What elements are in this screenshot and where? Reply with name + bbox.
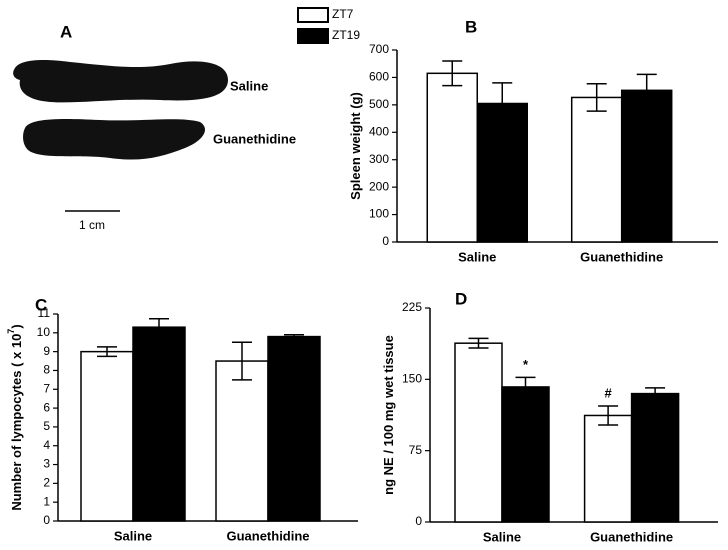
legend-swatch bbox=[297, 28, 329, 44]
panel-label: C bbox=[35, 295, 47, 314]
y-tick-label: 10 bbox=[37, 325, 51, 339]
y-tick-label: 200 bbox=[369, 179, 389, 193]
error-bar bbox=[515, 376, 536, 398]
bar bbox=[426, 72, 478, 243]
legend-swatch bbox=[297, 7, 329, 23]
y-tick-label: 75 bbox=[409, 443, 423, 457]
y-axis-title-text: Number of lympocytes ( x 10 bbox=[9, 334, 24, 511]
error-bar bbox=[284, 333, 304, 340]
y-axis-title-sup: 7 bbox=[6, 329, 16, 334]
y-axis-title: Number of lympocytes ( x 107) bbox=[6, 324, 24, 510]
error-bar bbox=[586, 82, 607, 112]
y-tick-label: 5 bbox=[43, 419, 50, 433]
panel-label: A bbox=[60, 22, 72, 41]
y-tick-label: 2 bbox=[43, 476, 50, 490]
error-bar bbox=[598, 405, 619, 426]
photo-label: Saline bbox=[230, 78, 268, 93]
panel-a: A Saline Guanethidine 1 cm bbox=[13, 22, 296, 232]
x-tick-label: Saline bbox=[114, 528, 152, 543]
bar bbox=[267, 335, 321, 522]
y-tick-label: 700 bbox=[369, 42, 389, 56]
error-bar bbox=[149, 317, 169, 337]
annotation: # bbox=[604, 385, 612, 400]
bar bbox=[501, 386, 550, 523]
bar bbox=[570, 96, 623, 243]
y-tick-label: 500 bbox=[369, 97, 389, 111]
x-tick-label: Saline bbox=[458, 249, 496, 264]
bar bbox=[132, 326, 186, 522]
y-tick-label: 6 bbox=[43, 400, 50, 414]
y-tick-label: 400 bbox=[369, 124, 389, 138]
y-tick-label: 300 bbox=[369, 152, 389, 166]
y-tick-label: 0 bbox=[382, 234, 389, 248]
x-tick-label: Guanethidine bbox=[590, 529, 673, 544]
y-tick-label: 0 bbox=[415, 514, 422, 528]
legend-label: ZT7 bbox=[332, 7, 354, 21]
y-axis-title-text: Spleen weight (g) bbox=[348, 92, 363, 200]
bar bbox=[80, 350, 134, 522]
y-tick-label: 11 bbox=[38, 306, 51, 320]
spleen bbox=[23, 118, 206, 160]
y-tick-label: 8 bbox=[43, 363, 50, 377]
scale-label: 1 cm bbox=[79, 218, 105, 232]
y-tick-label: 100 bbox=[369, 207, 389, 221]
photo-label: Guanethidine bbox=[213, 131, 296, 146]
y-tick-label: 9 bbox=[43, 344, 50, 358]
bar bbox=[215, 360, 269, 522]
y-tick-label: 3 bbox=[43, 457, 50, 471]
error-bar bbox=[636, 73, 657, 107]
x-tick-label: Saline bbox=[483, 529, 521, 544]
bar bbox=[583, 414, 633, 523]
spleen bbox=[13, 60, 228, 103]
y-axis-title-text: ng NE / 100 mg wet tissue bbox=[381, 335, 396, 495]
bar bbox=[620, 89, 673, 243]
y-tick-label: 1 bbox=[43, 494, 50, 508]
x-tick-label: Guanethidine bbox=[226, 528, 309, 543]
x-tick-label: Guanethidine bbox=[580, 249, 663, 264]
y-axis-title: Spleen weight (g) bbox=[348, 92, 363, 200]
y-tick-label: 7 bbox=[43, 381, 50, 395]
y-tick-label: 225 bbox=[402, 300, 422, 314]
panel-label: D bbox=[455, 289, 467, 308]
panel-label: B bbox=[465, 17, 477, 36]
error-bar bbox=[232, 341, 252, 381]
y-tick-label: 150 bbox=[402, 372, 422, 386]
legend: ZT7 ZT19 bbox=[297, 7, 360, 44]
y-axis-title-end: ) bbox=[9, 324, 24, 328]
error-bar bbox=[645, 387, 666, 401]
y-tick-label: 0 bbox=[43, 513, 50, 527]
error-bar bbox=[97, 346, 117, 358]
error-bar bbox=[468, 337, 489, 349]
bar bbox=[630, 392, 680, 523]
bar bbox=[476, 102, 528, 243]
error-bar bbox=[492, 82, 513, 125]
bar bbox=[454, 342, 503, 523]
y-tick-label: 4 bbox=[43, 438, 50, 452]
y-tick-label: 600 bbox=[369, 70, 389, 84]
y-axis-title: ng NE / 100 mg wet tissue bbox=[381, 335, 396, 495]
error-bar bbox=[442, 60, 463, 87]
legend-label: ZT19 bbox=[332, 28, 360, 42]
annotation: * bbox=[523, 357, 529, 372]
